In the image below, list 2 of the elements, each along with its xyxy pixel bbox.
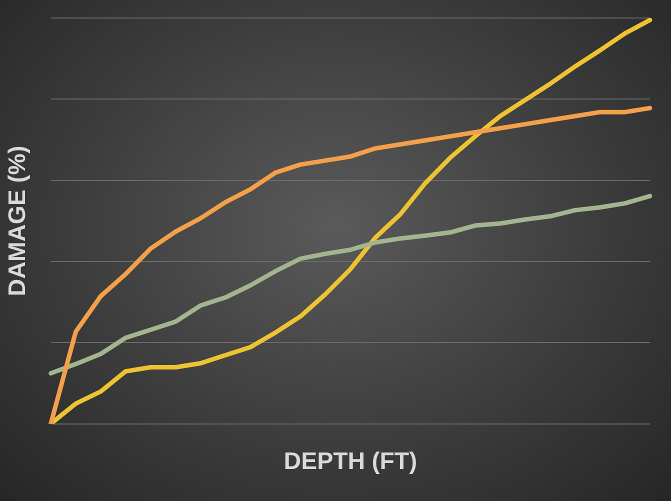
y-axis-title: DAMAGE (%) xyxy=(4,146,32,296)
x-axis-title: DEPTH (FT) xyxy=(284,448,418,476)
